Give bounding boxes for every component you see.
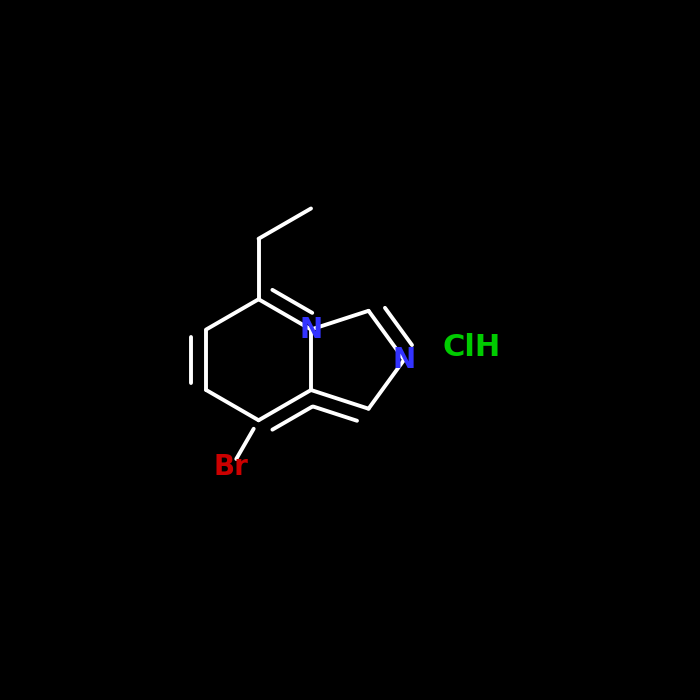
Text: Br: Br [214, 454, 248, 482]
Text: ClH: ClH [442, 332, 500, 362]
Text: N: N [393, 346, 416, 374]
Text: N: N [300, 316, 323, 344]
